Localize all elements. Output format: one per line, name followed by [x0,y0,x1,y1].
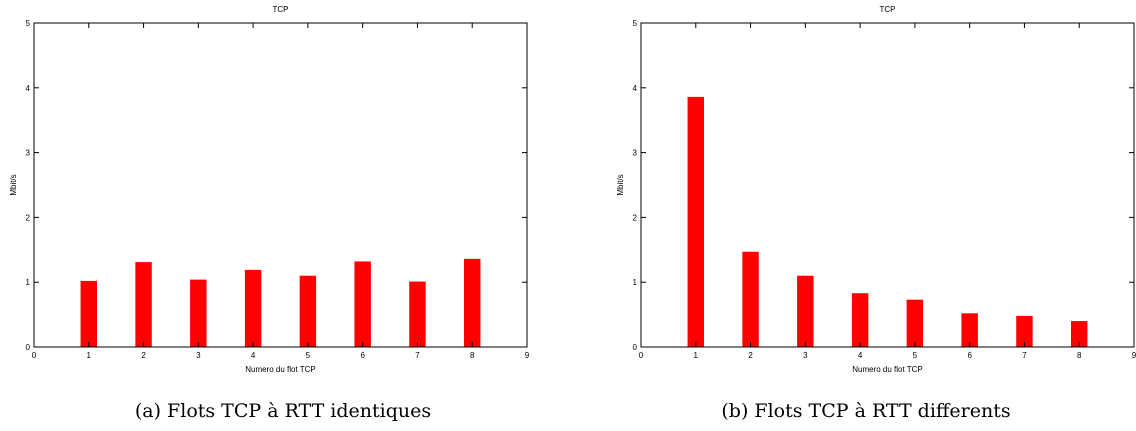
plot-frame-a [33,22,528,348]
y-tick-label-a-2: 2 [26,213,31,222]
y-axis-label-b: Mbit/s [616,174,625,195]
bar-a-3 [190,279,207,347]
bar-b-8 [1071,321,1088,347]
bar-b-3 [797,275,814,347]
chart-title-b: TCP [880,5,896,14]
x-tick-label-b-5: 5 [913,351,918,360]
x-tick-label-a-6: 6 [360,351,365,360]
bar-a-1 [80,280,97,347]
x-tick-label-a-0: 0 [32,351,37,360]
bar-a-5 [299,275,317,347]
plot-b [640,22,1135,348]
bar-a-8 [464,258,481,347]
x-tick-label-a-9: 9 [525,351,530,360]
x-tick-label-a-2: 2 [141,351,146,360]
bar-b-4 [851,293,869,347]
y-axis-label-a: Mbit/s [9,174,18,195]
caption-a: (a) Flots TCP à RTT identiques [134,400,432,422]
plot-a [33,22,528,348]
x-tick-label-a-5: 5 [306,351,311,360]
x-tick-label-b-3: 3 [803,351,808,360]
x-tick-label-b-7: 7 [1022,351,1027,360]
y-tick-label-a-1: 1 [26,278,31,287]
bar-b-2 [742,251,759,347]
y-tick-label-a-3: 3 [26,149,31,158]
x-axis-label-a: Numero du flot TCP [245,365,316,374]
y-tick-label-a-5: 5 [26,19,31,28]
y-tick-label-a-4: 4 [26,84,31,93]
x-tick-label-a-4: 4 [251,351,256,360]
x-tick-label-a-3: 3 [196,351,201,360]
x-tick-label-b-8: 8 [1077,351,1082,360]
x-axis-label-b: Numero du flot TCP [852,365,923,374]
bar-b-7 [1016,315,1033,347]
y-tick-label-b-1: 1 [633,278,638,287]
bar-b-5 [906,299,924,347]
x-tick-label-b-9: 9 [1132,351,1136,360]
y-tick-label-b-5: 5 [633,19,638,28]
y-tick-label-b-3: 3 [633,149,638,158]
x-tick-label-a-7: 7 [415,351,420,360]
bar-a-2 [135,262,152,347]
plot-frame-b [640,22,1135,348]
bar-a-7 [409,281,426,347]
x-tick-label-b-4: 4 [858,351,863,360]
chart-title-a: TCP [273,5,289,14]
x-tick-label-b-2: 2 [748,351,753,360]
bar-a-4 [244,269,262,347]
bar-b-6 [961,313,978,347]
x-tick-label-b-6: 6 [967,351,972,360]
x-tick-label-a-1: 1 [87,351,92,360]
y-tick-label-b-0: 0 [633,343,638,352]
bar-b-1 [687,96,704,347]
caption-b: (b) Flots TCP à RTT differents [721,400,1011,422]
y-tick-label-b-4: 4 [633,84,638,93]
y-tick-label-b-2: 2 [633,213,638,222]
x-tick-label-b-1: 1 [694,351,699,360]
x-tick-label-a-8: 8 [470,351,475,360]
x-tick-label-b-0: 0 [639,351,644,360]
bar-a-6 [354,261,371,347]
y-tick-label-a-0: 0 [26,343,31,352]
